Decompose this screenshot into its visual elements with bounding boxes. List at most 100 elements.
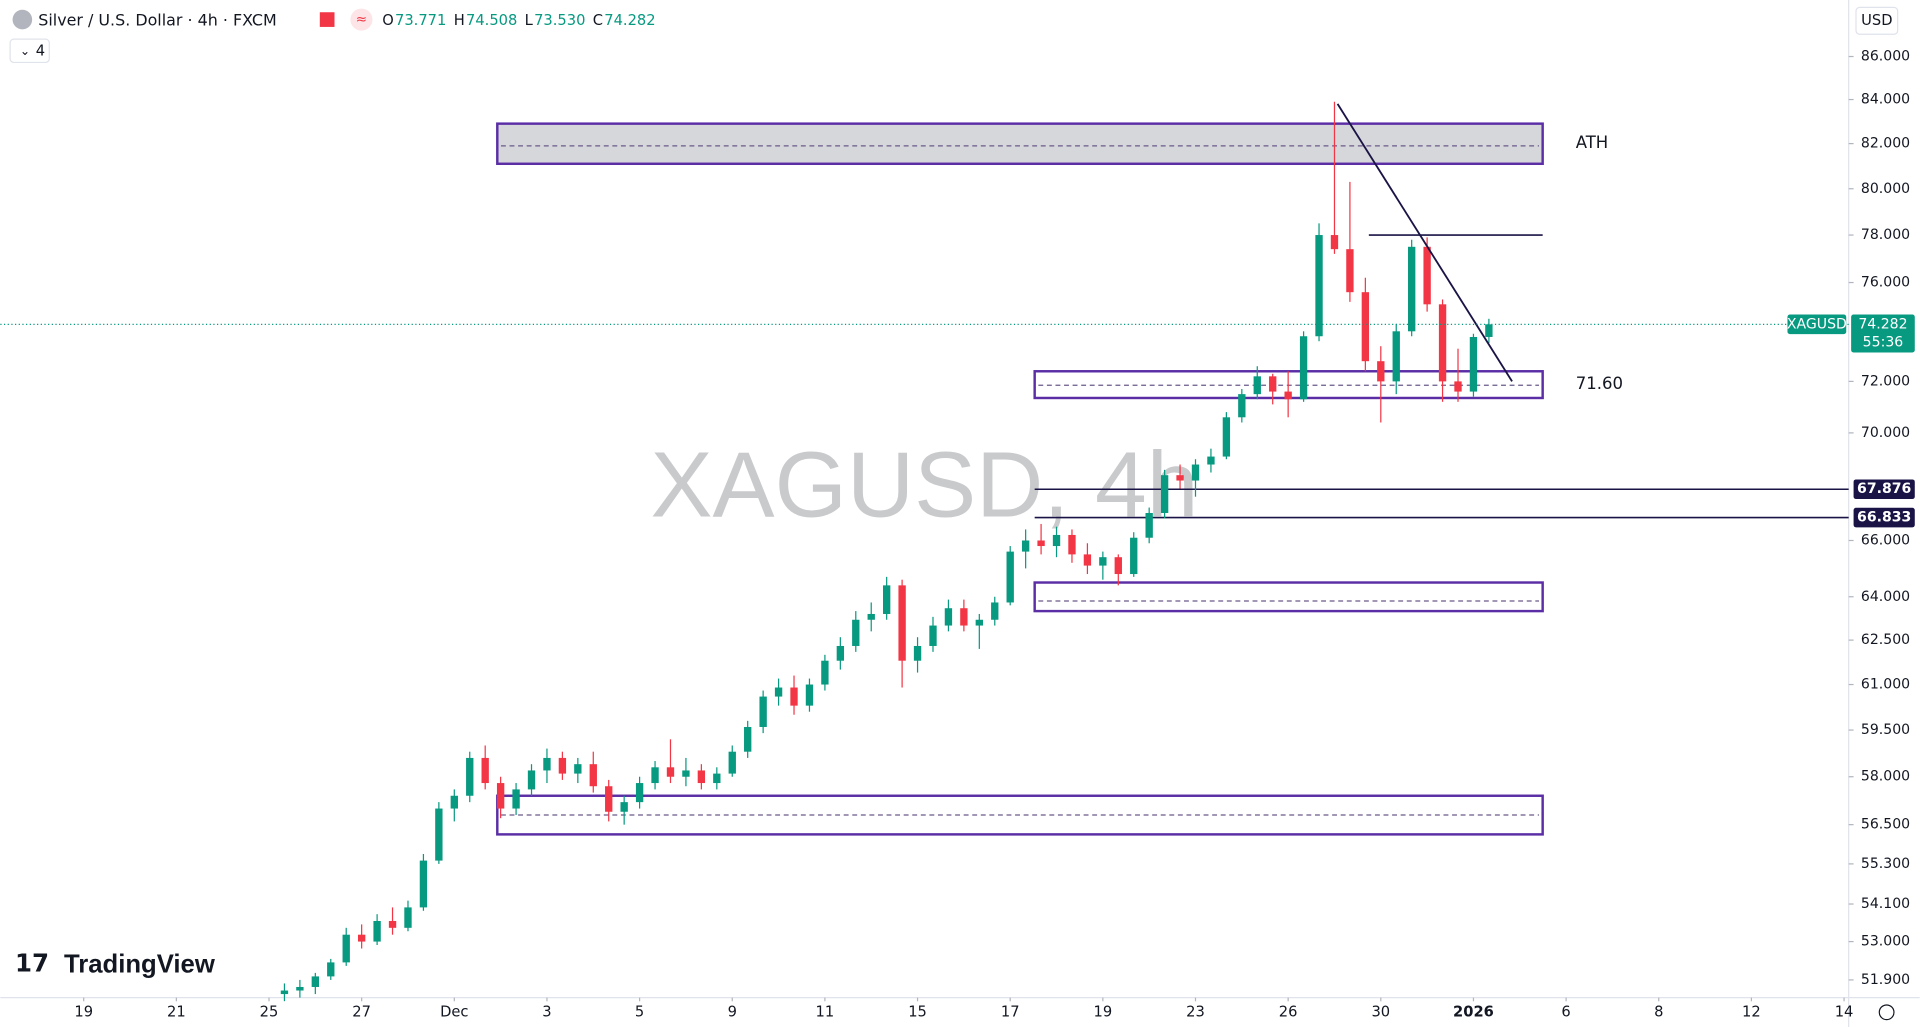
ohlc-value: 74.508 [466,12,517,29]
ohlc-key: O [382,12,394,29]
indicator-icon[interactable] [350,8,373,31]
settings-icon[interactable] [1878,1004,1895,1021]
zone [496,122,1544,166]
x-tick-label: 11 [816,1003,835,1020]
ohlc-key: C [593,12,603,29]
candle-body [512,789,520,809]
y-tick-label: 62.500 [1861,632,1910,648]
candle-body [1330,235,1339,250]
candle-body [1176,475,1184,481]
y-tick-label: 76.000 [1861,275,1910,291]
x-tick-label: 30 [1371,1003,1390,1020]
ohlc-value: 73.530 [534,12,585,29]
overlays: 67.876 66.833 XAGUSD 74.282 55:36 [0,103,1915,528]
x-tick-label: 15 [908,1003,927,1020]
candle-body [1361,292,1370,362]
candle-body [450,795,458,809]
candle-body [1346,249,1354,293]
level-tag-label: 66.833 [1857,510,1911,526]
candle-body [944,608,953,626]
candle-body [558,757,567,774]
y-tick-label: 70.000 [1861,425,1910,441]
header: Silver / U.S. Dollar · 4h · FXCM ≈ O 73.7… [9,6,1899,1021]
level-tag [1853,479,1915,500]
candle-body [836,645,845,661]
candle-body [1485,324,1493,337]
candle-body [1438,304,1447,382]
ohlc: O 73.771 H 74.508 L 73.530 C 74.282 [382,12,655,29]
y-tick-label: 58.000 [1861,769,1910,785]
candle-body [327,962,335,977]
candle-body [1377,361,1385,382]
candle-body [496,783,505,809]
indicators-toggle[interactable] [9,38,50,64]
x-tick-label: 26 [1279,1003,1298,1020]
indicator-icon-glyph: ≈ [356,13,367,28]
logo: 𝟭𝟳 TradingView [15,949,216,979]
y-tick-label: 72.000 [1861,373,1910,389]
x-tick-label: 25 [260,1003,279,1020]
x-tick-label: 6 [1561,1003,1570,1020]
candle-body [388,920,397,928]
candle-body [1191,464,1200,481]
candle-body [1037,540,1045,547]
y-tick-label: 66.000 [1861,532,1910,548]
flag-icon[interactable] [319,12,335,27]
candle-body [790,687,798,706]
candle-body [1207,456,1215,465]
y-tick-label: 84.000 [1861,92,1910,108]
y-tick-label: 82.000 [1861,136,1910,152]
symbol-tag-label: XAGUSD [1787,316,1847,332]
candle-body [805,684,814,706]
x-tick-label: 23 [1186,1003,1205,1020]
candle-body [543,757,551,771]
ohlc-key: H [454,12,465,29]
ohlc-key: L [525,12,534,29]
x-tick-label: 3 [542,1003,551,1020]
y-tick-label: 64.000 [1861,589,1910,605]
x-tick-label: 2026 [1453,1003,1494,1020]
candle-body [1006,551,1014,603]
zone [1033,581,1544,613]
logo-text: TradingView [64,951,216,979]
currency-button[interactable] [1855,6,1899,35]
watermark-layer: XAGUSD, 4h [651,433,1199,537]
candle-body [1052,534,1061,547]
candle-body [466,757,474,796]
candle-body [1269,376,1277,392]
candle-body [867,613,875,620]
candle-body [744,726,752,752]
candle-body [713,773,721,784]
candle-body [1469,336,1478,392]
zone-label: ATH [1576,133,1609,152]
y-tick-label: 51.900 [1861,972,1910,988]
x-tick-label: 9 [728,1003,737,1020]
candle-body [342,934,350,963]
candle-body [1408,246,1416,332]
symbol-title[interactable]: Silver / U.S. Dollar · 4h · FXCM [38,10,276,29]
zone [496,794,1544,836]
chevron: ⌄ [20,44,30,58]
candle-body [975,619,983,626]
x-tick-label: 17 [1001,1003,1020,1020]
candle-body [666,767,675,777]
candle-body [1099,557,1107,566]
y-tick-label: 86.000 [1861,49,1910,65]
x-tick-label: 21 [167,1003,186,1020]
countdown: 55:36 [1863,335,1904,351]
candle-body [1253,376,1261,395]
candle-body [527,770,536,790]
candle-body [929,625,937,646]
y-tick-label: 53.000 [1861,934,1910,950]
candle-body [1423,246,1431,305]
candle-body [1238,394,1246,418]
x-tick-label: 8 [1654,1003,1663,1020]
candle-body [635,783,644,803]
candles [280,101,1493,1002]
candle-body [404,907,412,928]
candle-body [311,976,320,987]
candle-body [620,802,628,812]
x-tick-label: 27 [352,1003,371,1020]
